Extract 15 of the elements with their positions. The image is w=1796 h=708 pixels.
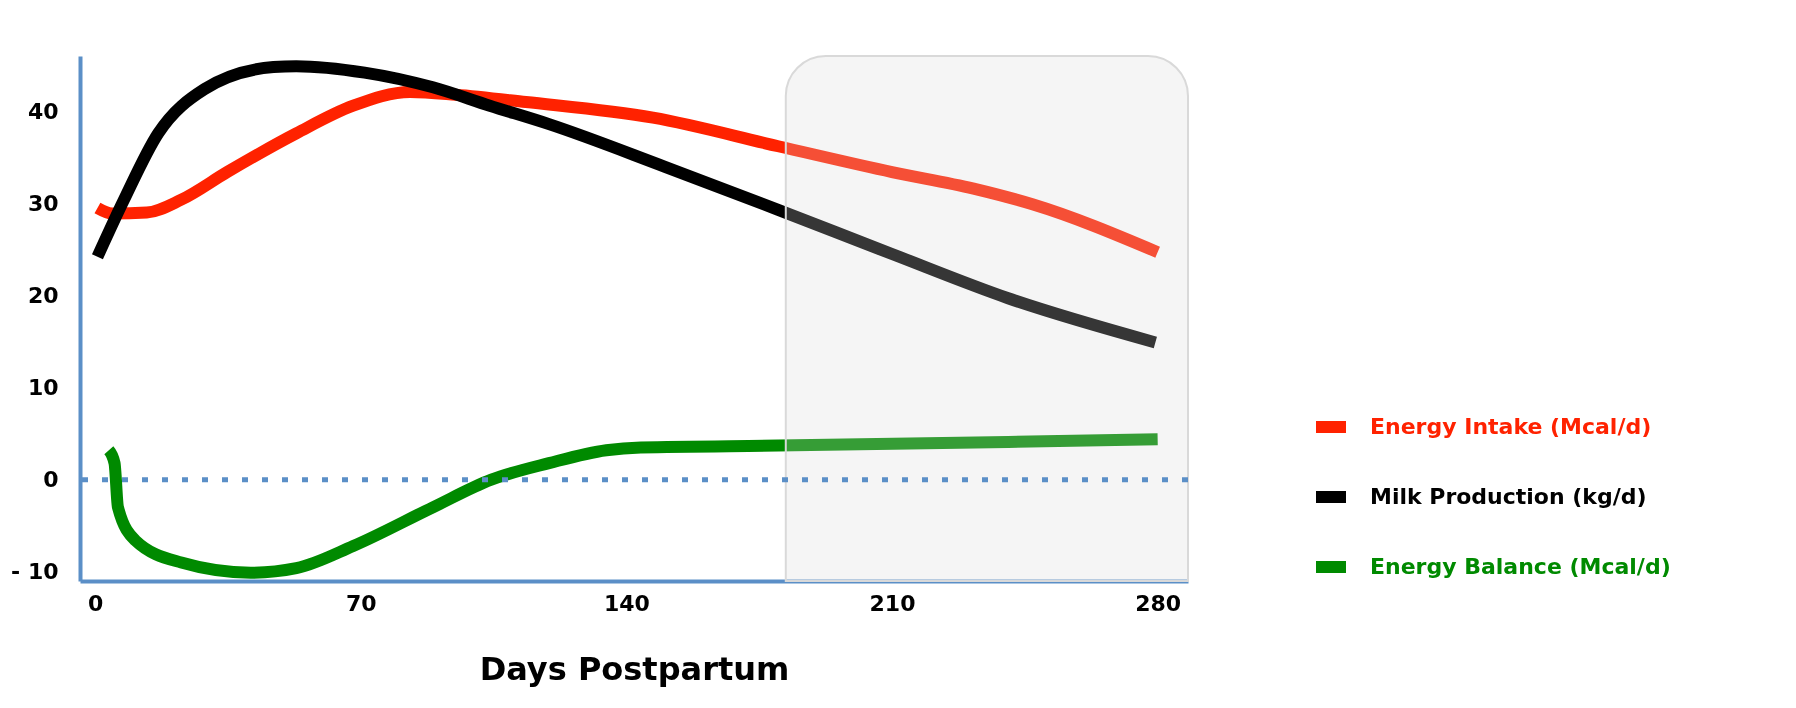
y-tick-label: 20 <box>27 282 59 308</box>
y-tick-label: 10 <box>27 375 59 401</box>
legend-label: Energy Balance (Mcal/d) <box>1370 554 1671 579</box>
x-axis-title: Days Postpartum <box>479 649 790 688</box>
y-tick-label: - 10 <box>11 559 59 585</box>
y-tick-label: 30 <box>27 190 59 216</box>
x-tick-label: 70 <box>345 590 377 616</box>
legend-label: Energy Intake (Mcal/d) <box>1370 414 1652 439</box>
x-tick-label: 210 <box>869 590 916 616</box>
x-tick-label: 140 <box>603 590 650 616</box>
y-tick-label: 40 <box>27 98 59 124</box>
x-tick-label: 280 <box>1135 590 1182 616</box>
legend-label: Milk Production (kg/d) <box>1370 484 1647 509</box>
x-tick-label: 0 <box>88 590 104 616</box>
y-tick-label: 0 <box>43 467 59 493</box>
